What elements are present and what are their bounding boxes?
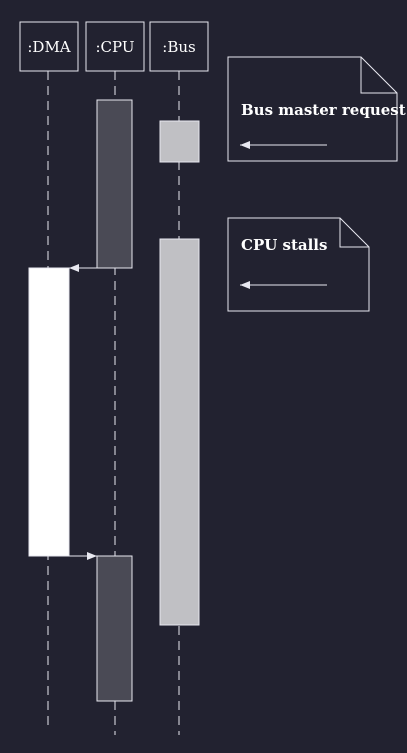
bus-activation-2 — [159, 238, 200, 626]
bus-activation-1 — [159, 120, 200, 163]
cpu-activation-1 — [96, 99, 133, 269]
lifeline-cpu-label: :CPU — [95, 38, 134, 56]
lifeline-cpu-head: :CPU — [85, 21, 145, 72]
cpu-activation-2 — [96, 555, 133, 702]
lifeline-bus-label: :Bus — [162, 38, 195, 56]
lifeline-dma-head: :DMA — [19, 21, 79, 72]
note-cpu-stalls: CPU stalls — [227, 217, 370, 312]
lifeline-bus-head: :Bus — [149, 21, 209, 72]
lifeline-dma-label: :DMA — [27, 38, 70, 56]
note-cpu-stalls-text: CPU stalls — [241, 236, 327, 254]
note-bus-master-request-text: Bus master request — [241, 101, 406, 119]
note-bus-master-request: Bus master request — [227, 56, 406, 162]
dma-activation — [28, 267, 70, 557]
